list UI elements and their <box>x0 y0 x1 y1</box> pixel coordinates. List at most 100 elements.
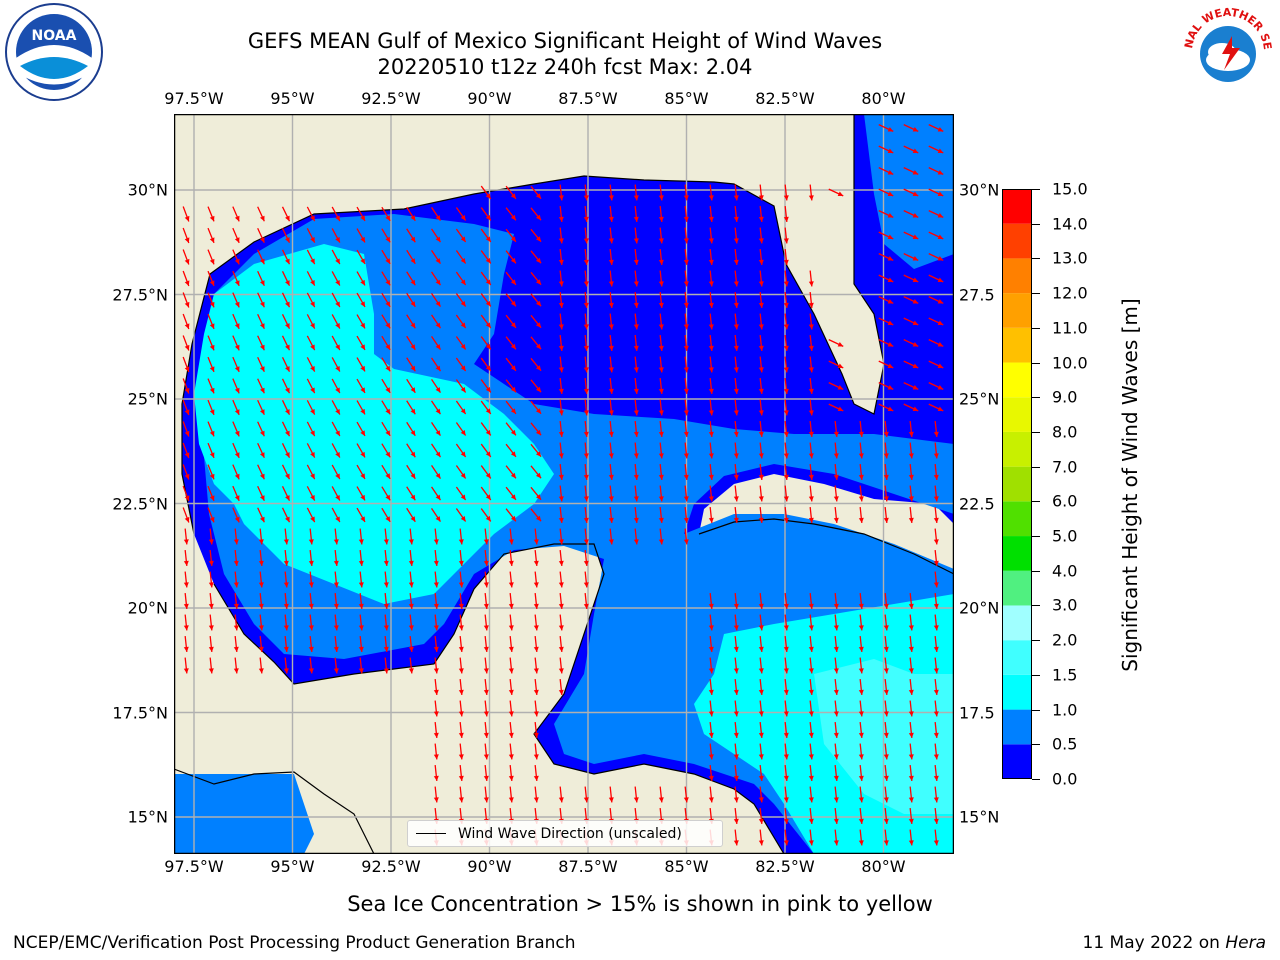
wind-arrow <box>182 249 190 265</box>
colorbar-tick-label: 12.0 <box>1052 283 1088 303</box>
wind-arrow <box>455 379 467 393</box>
wind-arrow <box>281 357 291 372</box>
wind-arrow <box>558 248 564 266</box>
wind-arrow <box>257 313 265 330</box>
wind-arrow <box>533 528 539 545</box>
wind-arrow <box>883 506 889 524</box>
wind-arrow <box>408 635 414 653</box>
wind-arrow <box>505 465 517 479</box>
wind-arrow <box>458 657 464 674</box>
wind-arrow <box>480 207 492 221</box>
wind-arrow <box>308 635 314 653</box>
wind-arrow <box>483 614 489 631</box>
wind-arrow <box>508 528 514 545</box>
wind-arrow <box>903 274 919 283</box>
wind-arrow <box>883 614 889 631</box>
wind-arrow <box>833 463 839 481</box>
wind-arrow <box>458 528 464 545</box>
wind-arrow <box>858 657 864 674</box>
wind-arrow <box>533 614 539 631</box>
wind-arrow <box>733 227 739 244</box>
wind-arrow <box>530 443 542 458</box>
wind-arrow <box>908 743 914 760</box>
wind-arrow <box>908 506 914 524</box>
wind-arrow <box>933 485 939 502</box>
wind-arrow <box>383 657 389 674</box>
wind-arrow <box>257 378 265 394</box>
colorbar-band <box>1002 362 1032 398</box>
wind-arrow <box>406 507 416 523</box>
lon-tick-bottom: 87.5°W <box>558 857 618 876</box>
wind-arrow <box>758 377 764 395</box>
wind-arrow <box>182 270 190 287</box>
wind-arrow <box>207 249 215 265</box>
wind-arrow <box>758 506 764 524</box>
colorbar-tick-mark <box>1032 779 1040 780</box>
wind-arrow <box>508 764 514 782</box>
wind-arrow <box>431 357 441 372</box>
lon-tick-top: 95°W <box>270 89 315 108</box>
wind-arrow <box>928 317 944 326</box>
wind-arrow <box>683 205 689 223</box>
colorbar-tick-label: 15.0 <box>1052 179 1088 199</box>
wind-arrow <box>505 293 517 307</box>
wind-arrow <box>858 506 864 524</box>
wind-arrow <box>758 678 764 696</box>
wind-arrow <box>480 379 492 393</box>
wind-arrow <box>758 356 764 373</box>
wind-arrow <box>583 549 589 567</box>
wind-arrow <box>356 228 366 243</box>
wind-arrow <box>455 357 467 372</box>
wind-arrow <box>183 549 189 567</box>
wind-arrow <box>733 291 739 309</box>
lon-tick-bottom: 82.5°W <box>755 857 815 876</box>
wind-arrow <box>933 829 939 846</box>
colorbar-tick-label: 13.0 <box>1052 248 1088 268</box>
wind-arrow <box>455 293 467 307</box>
wind-arrow <box>533 549 539 567</box>
wind-arrow <box>683 291 689 309</box>
wind-arrow <box>458 721 464 739</box>
wind-arrow <box>583 313 589 330</box>
wind-arrow <box>281 206 291 222</box>
colorbar-band <box>1002 709 1032 745</box>
wind-arrow <box>533 786 539 803</box>
colorbar-band <box>1002 397 1032 432</box>
colorbar-band <box>1002 536 1032 571</box>
lon-tick-top: 90°W <box>467 89 512 108</box>
wind-arrow <box>508 678 514 696</box>
wind-arrow <box>733 184 739 201</box>
wind-arrow <box>633 248 639 266</box>
wind-arrow <box>933 528 939 545</box>
wind-arrow <box>903 145 919 154</box>
colorbar-tick-label: 7.0 <box>1052 457 1078 477</box>
lon-tick-bottom: 92.5°W <box>361 857 421 876</box>
wind-arrow <box>783 506 789 524</box>
wind-arrow <box>505 486 517 501</box>
wind-arrow <box>758 807 764 825</box>
wind-arrow <box>408 571 414 588</box>
wind-arrow <box>358 571 364 588</box>
lat-tick-left: 20°N <box>127 598 168 618</box>
wind-arrow <box>758 657 764 674</box>
wind-arrow <box>207 206 215 222</box>
wind-arrow <box>306 357 316 372</box>
wind-arrow <box>808 786 814 803</box>
wind-arrow <box>808 291 814 309</box>
wind-arrow <box>458 700 464 717</box>
wind-arrow <box>306 400 316 415</box>
wind-arrow <box>383 549 389 567</box>
wind-arrow <box>758 485 764 502</box>
wind-arrow <box>783 334 789 352</box>
wind-arrow <box>833 700 839 717</box>
wind-arrow <box>583 184 589 201</box>
wind-arrow <box>808 592 814 610</box>
wind-arrow <box>708 248 714 266</box>
wind-arrow <box>331 400 341 415</box>
wind-arrow <box>903 360 919 369</box>
wind-arrow <box>356 206 366 222</box>
wind-arrow <box>883 786 889 803</box>
wind-arrow <box>431 206 441 222</box>
wind-arrow <box>558 334 564 352</box>
wind-arrow <box>182 313 190 330</box>
